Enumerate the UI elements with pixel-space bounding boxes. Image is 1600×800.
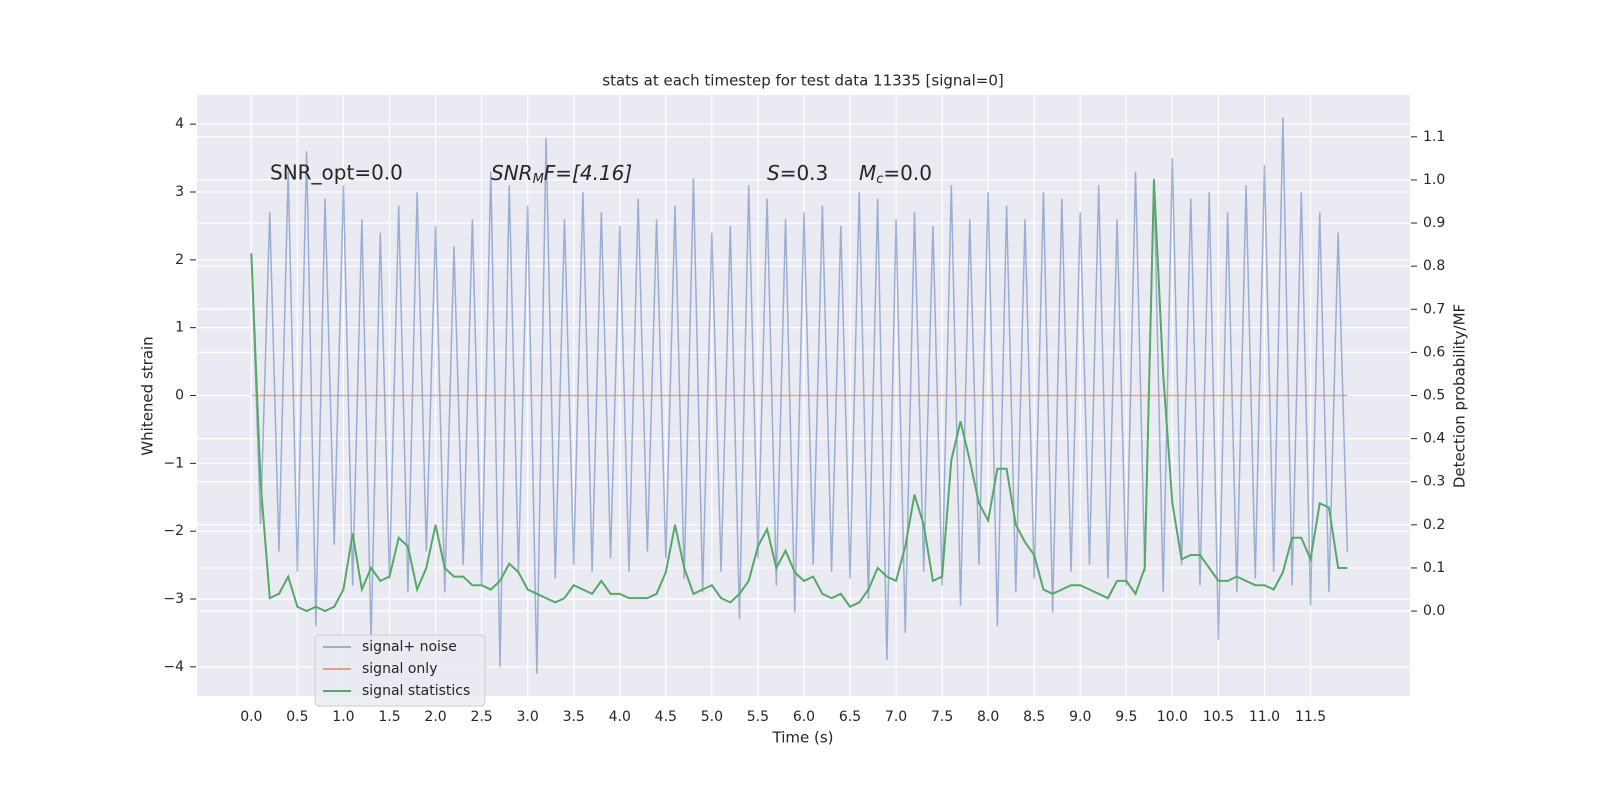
x-tick-label: 5.0 [701,709,723,725]
x-tick-label: 2.0 [424,709,446,725]
chart-title: stats at each timestep for test data 113… [602,72,1003,90]
x-tick-label: 1.0 [332,709,354,725]
y2-tick-label: 0.2 [1423,517,1445,533]
x-tick-label: 9.5 [1115,709,1137,725]
y2-axis-label: Detection probability/MF [1451,304,1469,488]
series-line [250,179,1348,613]
x-tick-label: 6.0 [793,709,815,725]
x-tick-label: 3.5 [563,709,585,725]
y-tick-label: −3 [163,591,184,607]
y2-tick-label: 0.9 [1423,215,1445,231]
y2-tick-label: 0.6 [1423,344,1445,360]
y-tick-label: −1 [163,455,184,471]
x-tick-label: 8.5 [1023,709,1045,725]
x-tick-label: 5.5 [747,709,769,725]
legend-label: signal statistics [362,683,470,699]
x-tick-label: 4.0 [609,709,631,725]
legend-box [314,634,486,707]
y2-tick-label: 0.7 [1423,301,1445,317]
x-tick-label: 0.0 [240,709,262,725]
annotation: SNRMF=[4.16] [491,161,632,187]
x-tick-label: 1.5 [378,709,400,725]
legend-label: signal+ noise [362,639,457,655]
y-tick-label: 0 [175,388,184,404]
y2-tick-label: 0.1 [1423,560,1445,576]
x-tick-label: 9.0 [1069,709,1091,725]
marks [250,117,1349,674]
y2-tick-label: 1.0 [1423,172,1445,188]
y2-tick-label: 0.8 [1423,258,1445,274]
y2-tick-label: 0.3 [1423,474,1445,490]
y-axis-label: Whitened strain [139,336,157,455]
annotation: S=0.3 [767,161,828,185]
annotation: SNR_opt=0.0 [270,161,403,185]
x-tick-label: 2.5 [470,709,492,725]
legend-label: signal only [362,661,437,677]
y-tick-label: −4 [163,659,184,675]
y2-tick-label: 0.4 [1423,431,1445,447]
x-tick-label: 7.5 [931,709,953,725]
y-tick-label: 1 [175,320,184,336]
y2-tick-label: 1.1 [1423,129,1445,145]
x-tick-label: 11.0 [1249,709,1280,725]
y2-tick-label: 0.0 [1423,603,1445,619]
y-tick-label: 4 [175,116,184,132]
x-axis-label: Time (s) [772,729,834,747]
x-tick-label: 8.0 [977,709,999,725]
annotation: Mc=0.0 [859,161,932,187]
legend: signal+ noise signal only signal statistic… [314,634,486,707]
y2-tick-label: 0.5 [1423,388,1445,404]
series-line [250,117,1349,674]
x-tick-label: 11.5 [1295,709,1326,725]
y-tick-label: 2 [175,252,184,268]
x-tick-label: 10.5 [1203,709,1234,725]
x-tick-label: 7.0 [885,709,907,725]
x-tick-label: 6.5 [839,709,861,725]
x-tick-label: 0.5 [286,709,308,725]
x-tick-label: 3.0 [517,709,539,725]
y-tick-label: 3 [175,184,184,200]
y-tick-label: −2 [163,523,184,539]
x-tick-label: 4.5 [655,709,677,725]
x-tick-label: 10.0 [1157,709,1188,725]
